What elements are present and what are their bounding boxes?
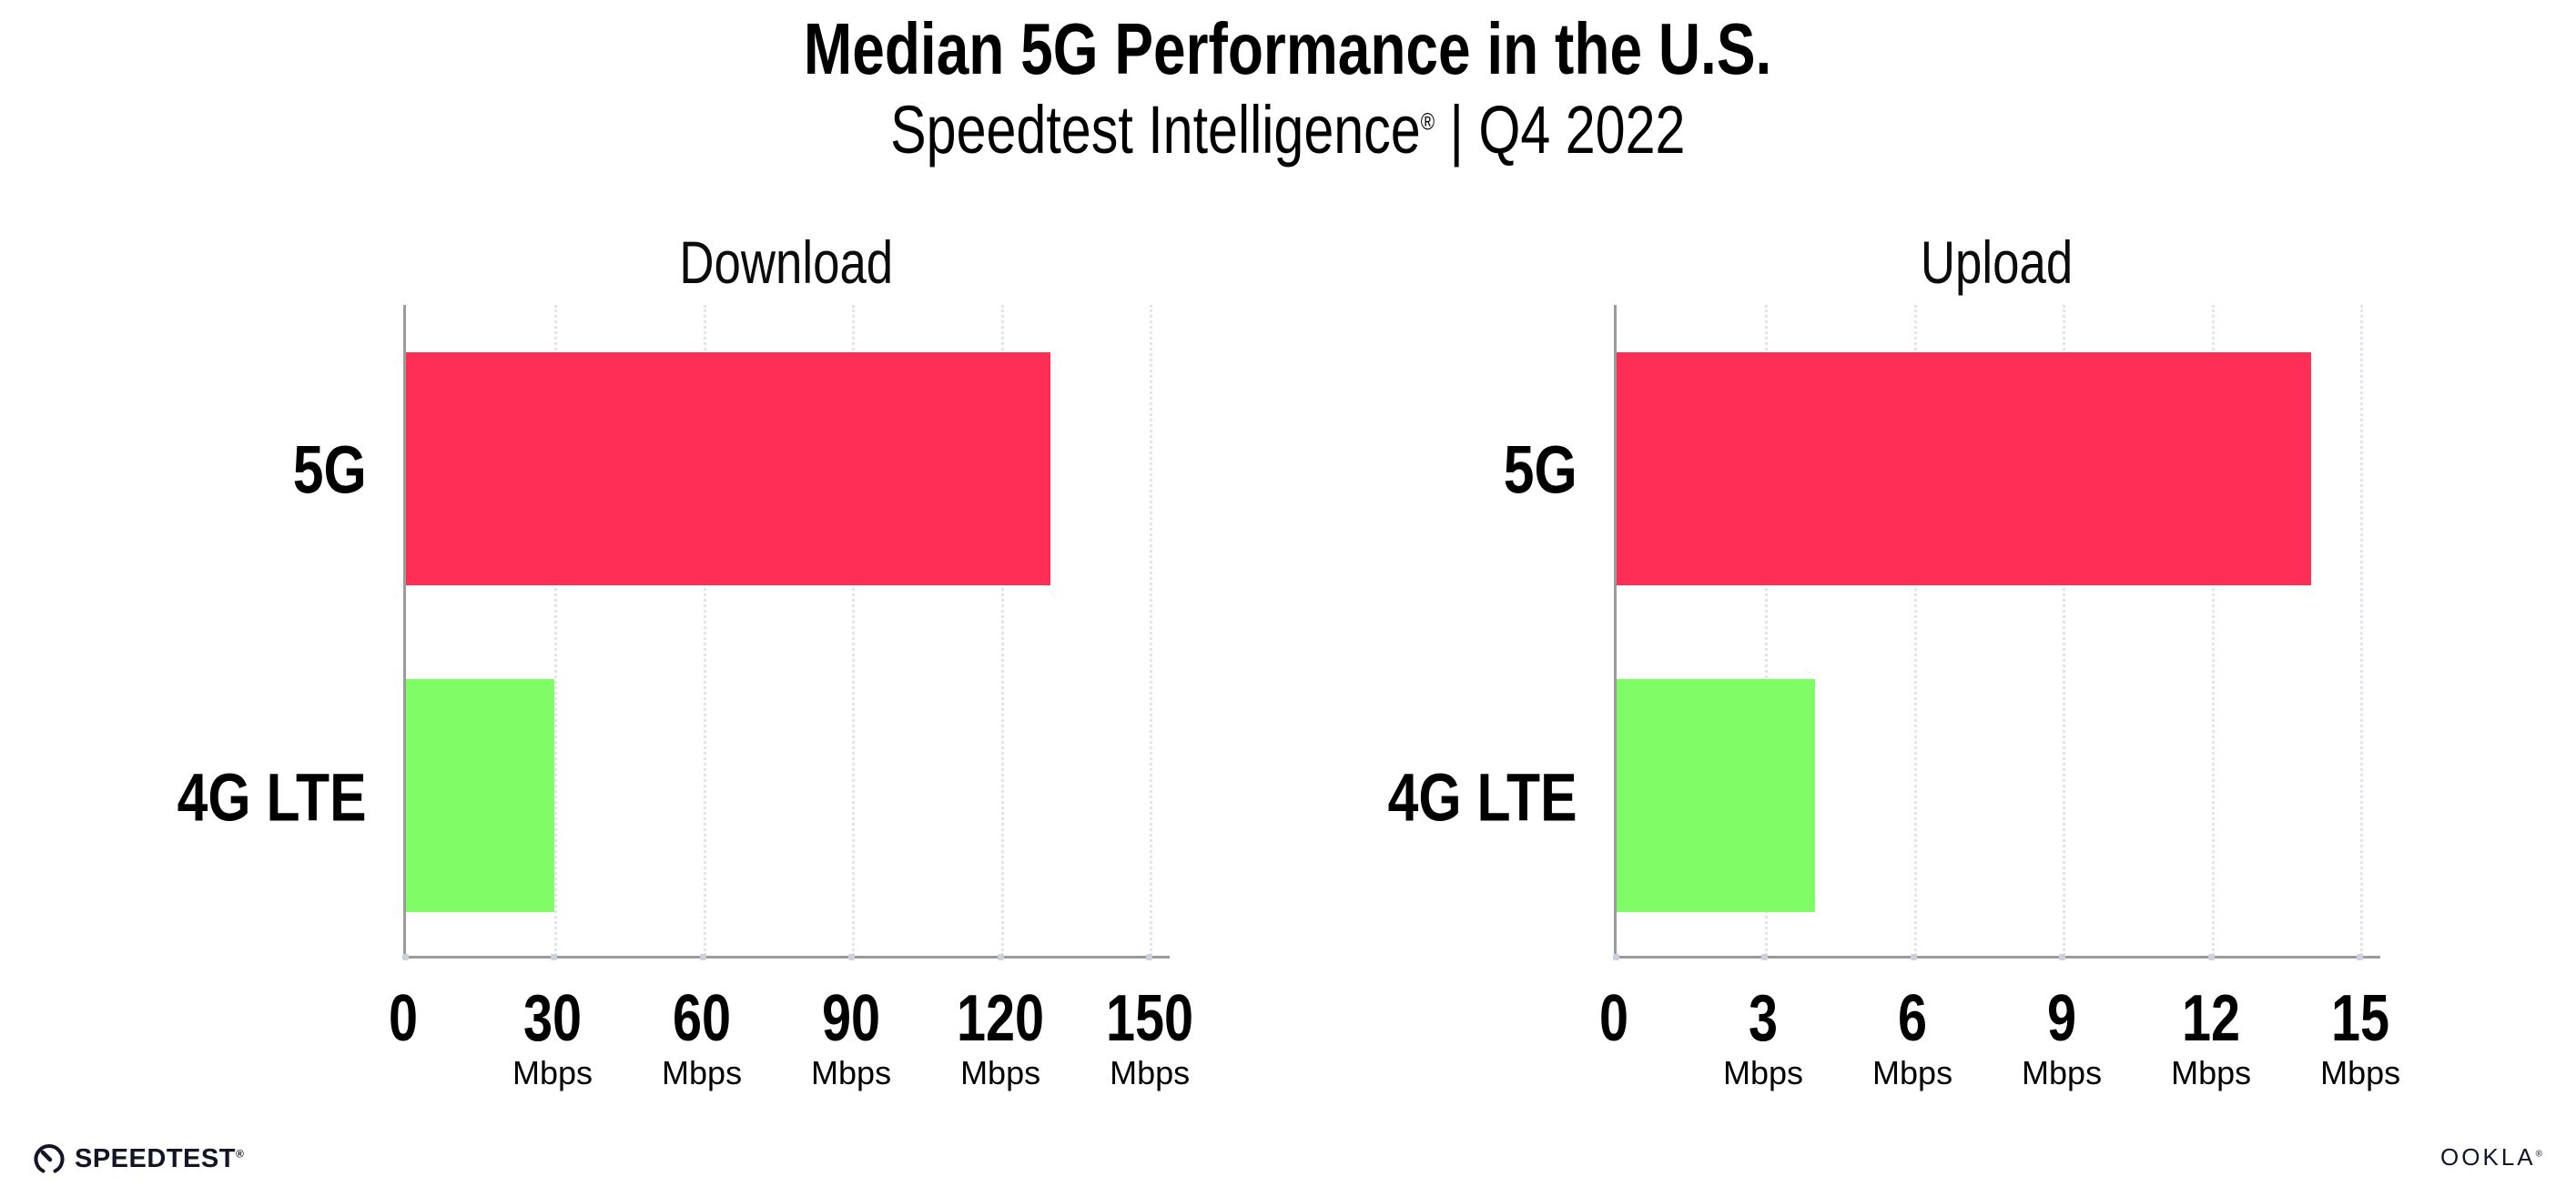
tick-mark-120 [997,954,1004,960]
subtitle-period: | Q4 2022 [1435,92,1686,167]
page-title: Median 5G Performance in the U.S. [804,8,1772,89]
x-tick-label-120: 120 Mbps [957,982,1045,1091]
x-tick-label-6: 6 Mbps [1872,982,1953,1091]
tick-mark-0 [1613,954,1619,960]
x-tick-label-0: 0 [388,982,419,1055]
speedtest-registered-icon: ® [235,1146,245,1160]
gridline-6 [1913,305,1917,956]
tick-mark-3 [1761,954,1769,960]
bar-5g [406,352,1051,586]
gridline-3 [1765,305,1769,956]
upload-y-axis-labels: 5G 4G LTE [1347,305,1614,959]
header: Median 5G Performance in the U.S. Speedt… [0,0,2576,164]
tick-mark-150 [1146,954,1153,960]
tick-mark-12 [2207,954,2215,960]
gridline-12 [2211,305,2215,956]
ookla-wordmark: OOKLA [2440,1143,2536,1171]
x-tick-label-60: 60 Mbps [662,982,743,1091]
page-subtitle: Speedtest Intelligence® | Q4 2022 [0,96,2576,164]
category-label-4g-lte: 4G LTE [177,759,367,836]
gridline-150 [1150,305,1153,956]
subtitle-brand: Speedtest Intelligence [890,92,1421,167]
download-x-axis: 0 30 Mbps 60 Mbps 90 Mbps 120 Mbps 150 Mbps [389,959,1193,1095]
bar-5g [1617,352,2311,586]
category-label-5g: 5G [293,431,367,508]
download-chart-title: Download [679,228,894,296]
tick-mark-6 [1910,954,1917,960]
download-plot-area [402,305,1170,960]
upload-x-axis: 0 3 Mbps 6 Mbps 9 Mbps 12 Mbps 15 Mbps [1599,959,2400,1095]
registered-mark-icon: ® [1420,107,1435,136]
category-label-5g: 5G [1504,431,1577,508]
ookla-logo: OOKLA® [2440,1143,2545,1172]
x-tick-label-3: 3 Mbps [1723,982,1804,1091]
tick-mark-30 [551,954,558,960]
gridline-30 [554,305,558,956]
upload-chart: Upload 5G 4G LTE 0 3 Mbps 6 Mbps 9 Mbps 12 Mbps 15… [1347,218,2400,1095]
bar-4g-lte [1617,678,1815,912]
gridline-90 [852,305,856,956]
x-tick-label-12: 12 Mbps [2171,982,2252,1091]
gridline-9 [2063,305,2066,956]
x-tick-label-150: 150 Mbps [1106,982,1194,1091]
download-chart: Download 5G 4G LTE 0 30 Mbps 60 Mbps 90 Mbps 120… [137,218,1193,1095]
upload-chart-title: Upload [1921,228,2074,296]
speedtest-wordmark: SPEEDTEST® [75,1143,245,1173]
x-tick-label-0: 0 [1598,982,1629,1055]
gridline-120 [1000,305,1004,956]
ookla-registered-icon: ® [2535,1149,2545,1160]
upload-plot-area [1613,305,2380,960]
x-tick-label-90: 90 Mbps [811,982,892,1091]
gridline-60 [703,305,706,956]
tick-mark-60 [699,954,706,960]
x-tick-label-15: 15 Mbps [2320,982,2401,1091]
tick-mark-9 [2059,954,2066,960]
tick-mark-90 [848,954,856,960]
x-tick-label-9: 9 Mbps [2022,982,2103,1091]
speedtest-logo: SPEEDTEST® [33,1142,244,1175]
gridline-15 [2360,305,2364,956]
tick-mark-0 [402,954,409,960]
speedtest-gauge-icon [33,1142,66,1175]
x-tick-label-30: 30 Mbps [512,982,593,1091]
download-y-axis-labels: 5G 4G LTE [137,305,403,959]
category-label-4g-lte: 4G LTE [1388,759,1577,836]
tick-mark-15 [2357,954,2364,960]
bar-4g-lte [406,678,555,912]
